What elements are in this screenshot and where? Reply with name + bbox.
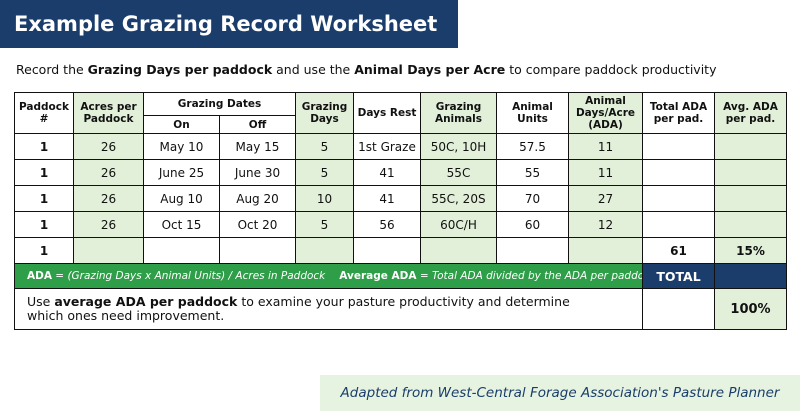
cell: May 10: [143, 133, 220, 160]
cell: 60: [496, 211, 569, 238]
legend-text: ADA: [27, 270, 52, 282]
cell: [714, 185, 787, 212]
cell: [568, 237, 643, 264]
column-header: Grazing Animals: [420, 92, 497, 134]
note-text: average ADA per paddock: [54, 294, 238, 309]
cell: 41: [353, 159, 421, 186]
legend-row: ADA = (Grazing Days x Animal Units) / Ac…: [14, 263, 787, 289]
cell: 11: [568, 159, 643, 186]
cell: 1: [14, 211, 74, 238]
cell: 26: [73, 133, 144, 160]
cell: 70: [496, 185, 569, 212]
data-row: 1 26 Aug 10 Aug 20 10 41 55C, 20S 70 27: [14, 185, 787, 212]
cell: [143, 237, 220, 264]
cell: Aug 10: [143, 185, 220, 212]
data-row: 1 26 May 10 May 15 5 1st Graze 50C, 10H 57.5 11: [14, 133, 787, 160]
cell: 1: [14, 159, 74, 186]
column-header: Acres per Paddock: [73, 92, 144, 134]
legend-text: = Total ADA divided by the ADA per paddo…: [416, 270, 643, 282]
subtitle-text: Record the: [16, 62, 88, 77]
column-header: Grazing Days: [295, 92, 354, 134]
data-row: 1 61 15%: [14, 237, 787, 264]
column-header: Animal Days/Acre (ADA): [568, 92, 643, 134]
cell: June 25: [143, 159, 220, 186]
legend: ADA = (Grazing Days x Animal Units) / Ac…: [14, 263, 643, 289]
cell: 26: [73, 211, 144, 238]
cell: 56: [353, 211, 421, 238]
subtitle-text: and use the: [272, 62, 355, 77]
legend-text: = (Grazing Days x Animal Units) / Acres …: [51, 270, 326, 282]
cell: 57.5: [496, 133, 569, 160]
note-value: 100%: [714, 288, 787, 330]
cell: 1: [14, 237, 74, 264]
cell: [642, 211, 715, 238]
cell: 5: [295, 211, 354, 238]
cell: 41: [353, 185, 421, 212]
note-row: Use average ADA per paddock to examine y…: [14, 288, 787, 330]
cell: [295, 237, 354, 264]
cell: 60C/H: [420, 211, 497, 238]
cell: 11: [568, 133, 643, 160]
cell: [642, 185, 715, 212]
note: Use average ADA per paddock to examine y…: [14, 288, 643, 330]
cell: [420, 237, 497, 264]
cell: 1: [14, 185, 74, 212]
column-header: Animal Units: [496, 92, 569, 134]
subtitle-bold: Animal Days per Acre: [354, 62, 506, 77]
subtitle-bold: Grazing Days per paddock: [87, 62, 273, 77]
cell: 61: [642, 237, 715, 264]
cell: 55C: [420, 159, 497, 186]
cell: [73, 237, 144, 264]
subtitle: Record the Grazing Days per paddock and …: [16, 62, 716, 77]
total-label: TOTAL: [642, 263, 715, 289]
legend-text: Average ADA: [339, 270, 417, 282]
cell: [642, 288, 715, 330]
cell: 26: [73, 185, 144, 212]
cell: 27: [568, 185, 643, 212]
cell: 26: [73, 159, 144, 186]
data-row: 1 26 June 25 June 30 5 41 55C 55 11: [14, 159, 787, 186]
credit: Adapted from West-Central Forage Associa…: [320, 375, 800, 411]
column-header: Grazing Dates: [143, 92, 296, 116]
cell: 5: [295, 159, 354, 186]
worksheet-table: Paddock # Acres per Paddock Grazing Dates G…: [14, 92, 787, 330]
cell: Oct 20: [219, 211, 296, 238]
title-banner: Example Grazing Record Worksheet: [0, 0, 458, 48]
column-header: Days Rest: [353, 92, 421, 134]
cell: [714, 133, 787, 160]
cell: [219, 237, 296, 264]
cell: [353, 237, 421, 264]
cell: [714, 211, 787, 238]
column-header: Paddock #: [14, 92, 74, 134]
note-text: Use: [27, 294, 55, 309]
cell: 50C, 10H: [420, 133, 497, 160]
cell: 15%: [714, 237, 787, 264]
subtitle-text: to compare paddock productivity: [505, 62, 717, 77]
cell: [642, 133, 715, 160]
total-spacer: [714, 263, 787, 289]
cell: 12: [568, 211, 643, 238]
cell: 10: [295, 185, 354, 212]
data-row: 1 26 Oct 15 Oct 20 5 56 60C/H 60 12: [14, 211, 787, 238]
cell: [714, 159, 787, 186]
column-subheader: Off: [219, 115, 296, 134]
cell: [642, 159, 715, 186]
note-text: to examine your pasture productivity and…: [27, 294, 570, 323]
cell: 1: [14, 133, 74, 160]
cell: May 15: [219, 133, 296, 160]
cell: 5: [295, 133, 354, 160]
header-row: Paddock # Acres per Paddock Grazing Dates G…: [14, 92, 787, 134]
cell: 55: [496, 159, 569, 186]
cell: 1st Graze: [353, 133, 421, 160]
cell: Oct 15: [143, 211, 220, 238]
cell: [496, 237, 569, 264]
column-subheader: On: [143, 115, 220, 134]
column-header: Avg. ADA per pad.: [714, 92, 787, 134]
cell: Aug 20: [219, 185, 296, 212]
cell: June 30: [219, 159, 296, 186]
cell: 55C, 20S: [420, 185, 497, 212]
column-header: Total ADA per pad.: [642, 92, 715, 134]
